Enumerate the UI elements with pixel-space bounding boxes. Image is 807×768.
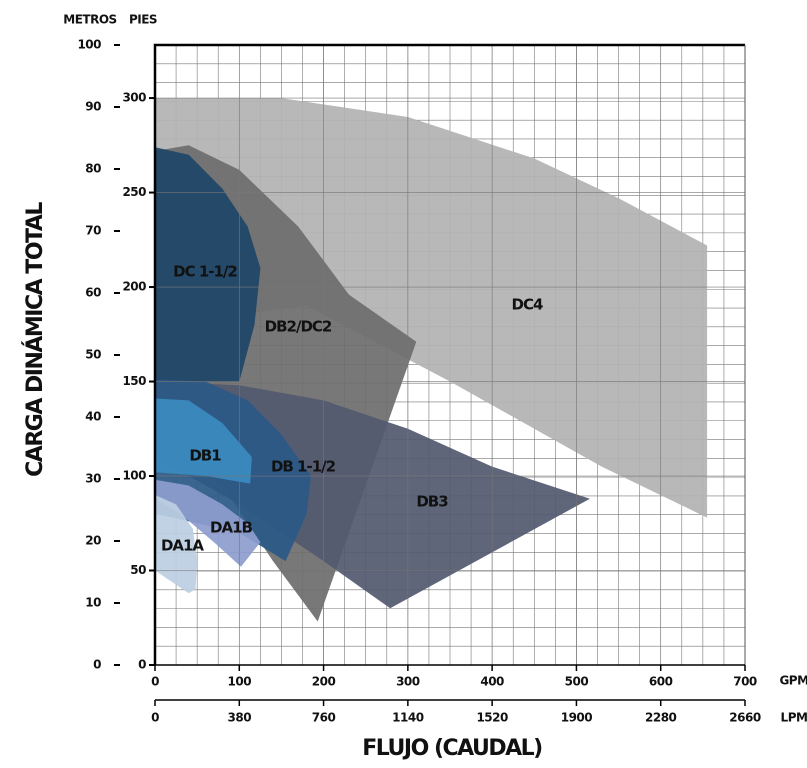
x-tick-label: 700 — [733, 675, 757, 689]
y-tick-label: 90 — [85, 100, 101, 114]
y-tick-label: 100 — [77, 38, 101, 52]
x2-tick-label: 0 — [151, 711, 159, 725]
region — [155, 494, 198, 594]
y2-tick-label: 50 — [130, 563, 146, 577]
x2-tick-label: 1520 — [476, 711, 508, 725]
x-unit: GPM — [779, 674, 807, 688]
y2-tick-label: 250 — [122, 185, 146, 199]
y-tick-label: 30 — [85, 472, 101, 486]
x2-tick-label: 2660 — [729, 711, 761, 725]
y-tick-label: 0 — [93, 658, 101, 672]
y2-tick-label: 100 — [122, 469, 146, 483]
region — [155, 147, 261, 382]
region-label: DA1A — [161, 537, 204, 555]
y-unit: METROS — [63, 13, 116, 27]
x-tick-label: 600 — [649, 675, 673, 689]
plot-frame — [153, 43, 745, 665]
region-label: DB1 — [189, 447, 221, 465]
region — [155, 479, 261, 567]
y-tick-label: 20 — [85, 534, 101, 548]
y-axis-label: CARGA DINÁMICA TOTAL — [22, 202, 48, 477]
region-label: DB3 — [416, 493, 448, 511]
y-tick-label: 50 — [85, 348, 101, 362]
y2-unit: PIES — [129, 13, 157, 27]
x-tick-label: 200 — [312, 675, 336, 689]
region-label: DA1B — [210, 519, 252, 537]
x-axis-label: FLUJO (CAUDAL) — [362, 736, 542, 761]
x-tick-label: 100 — [228, 675, 252, 689]
region — [155, 398, 252, 484]
x-tick-label: 500 — [565, 675, 589, 689]
region — [155, 98, 708, 518]
plot-layer — [154, 45, 746, 666]
region-label: DB2/DC2 — [265, 318, 332, 336]
x2-tick-label: 2280 — [645, 711, 677, 725]
x2-tick-label: 760 — [312, 711, 336, 725]
x-tick-label: 0 — [151, 675, 159, 689]
y2-tick-label: 300 — [122, 91, 146, 105]
x-tick-label: 400 — [480, 675, 504, 689]
region-label: DC 1-1/2 — [173, 263, 237, 281]
y2-tick-label: 200 — [122, 280, 146, 294]
y-tick-label: 80 — [85, 162, 101, 176]
x-tick-label: 300 — [396, 675, 420, 689]
region-label: DB 1-1/2 — [271, 458, 336, 476]
y-tick-label: 60 — [85, 286, 101, 300]
region-label: DC4 — [512, 296, 543, 314]
y-tick-label: 70 — [85, 224, 101, 238]
x2-tick-label: 1900 — [561, 711, 593, 725]
x2-tick-label: 380 — [228, 711, 252, 725]
x2-tick-label: 1140 — [392, 711, 424, 725]
y2-tick-label: 150 — [122, 374, 146, 388]
x2-unit: LPM — [781, 711, 807, 725]
y2-tick-label: 0 — [138, 658, 146, 672]
y-tick-label: 10 — [85, 596, 101, 610]
y-tick-label: 40 — [85, 410, 101, 424]
